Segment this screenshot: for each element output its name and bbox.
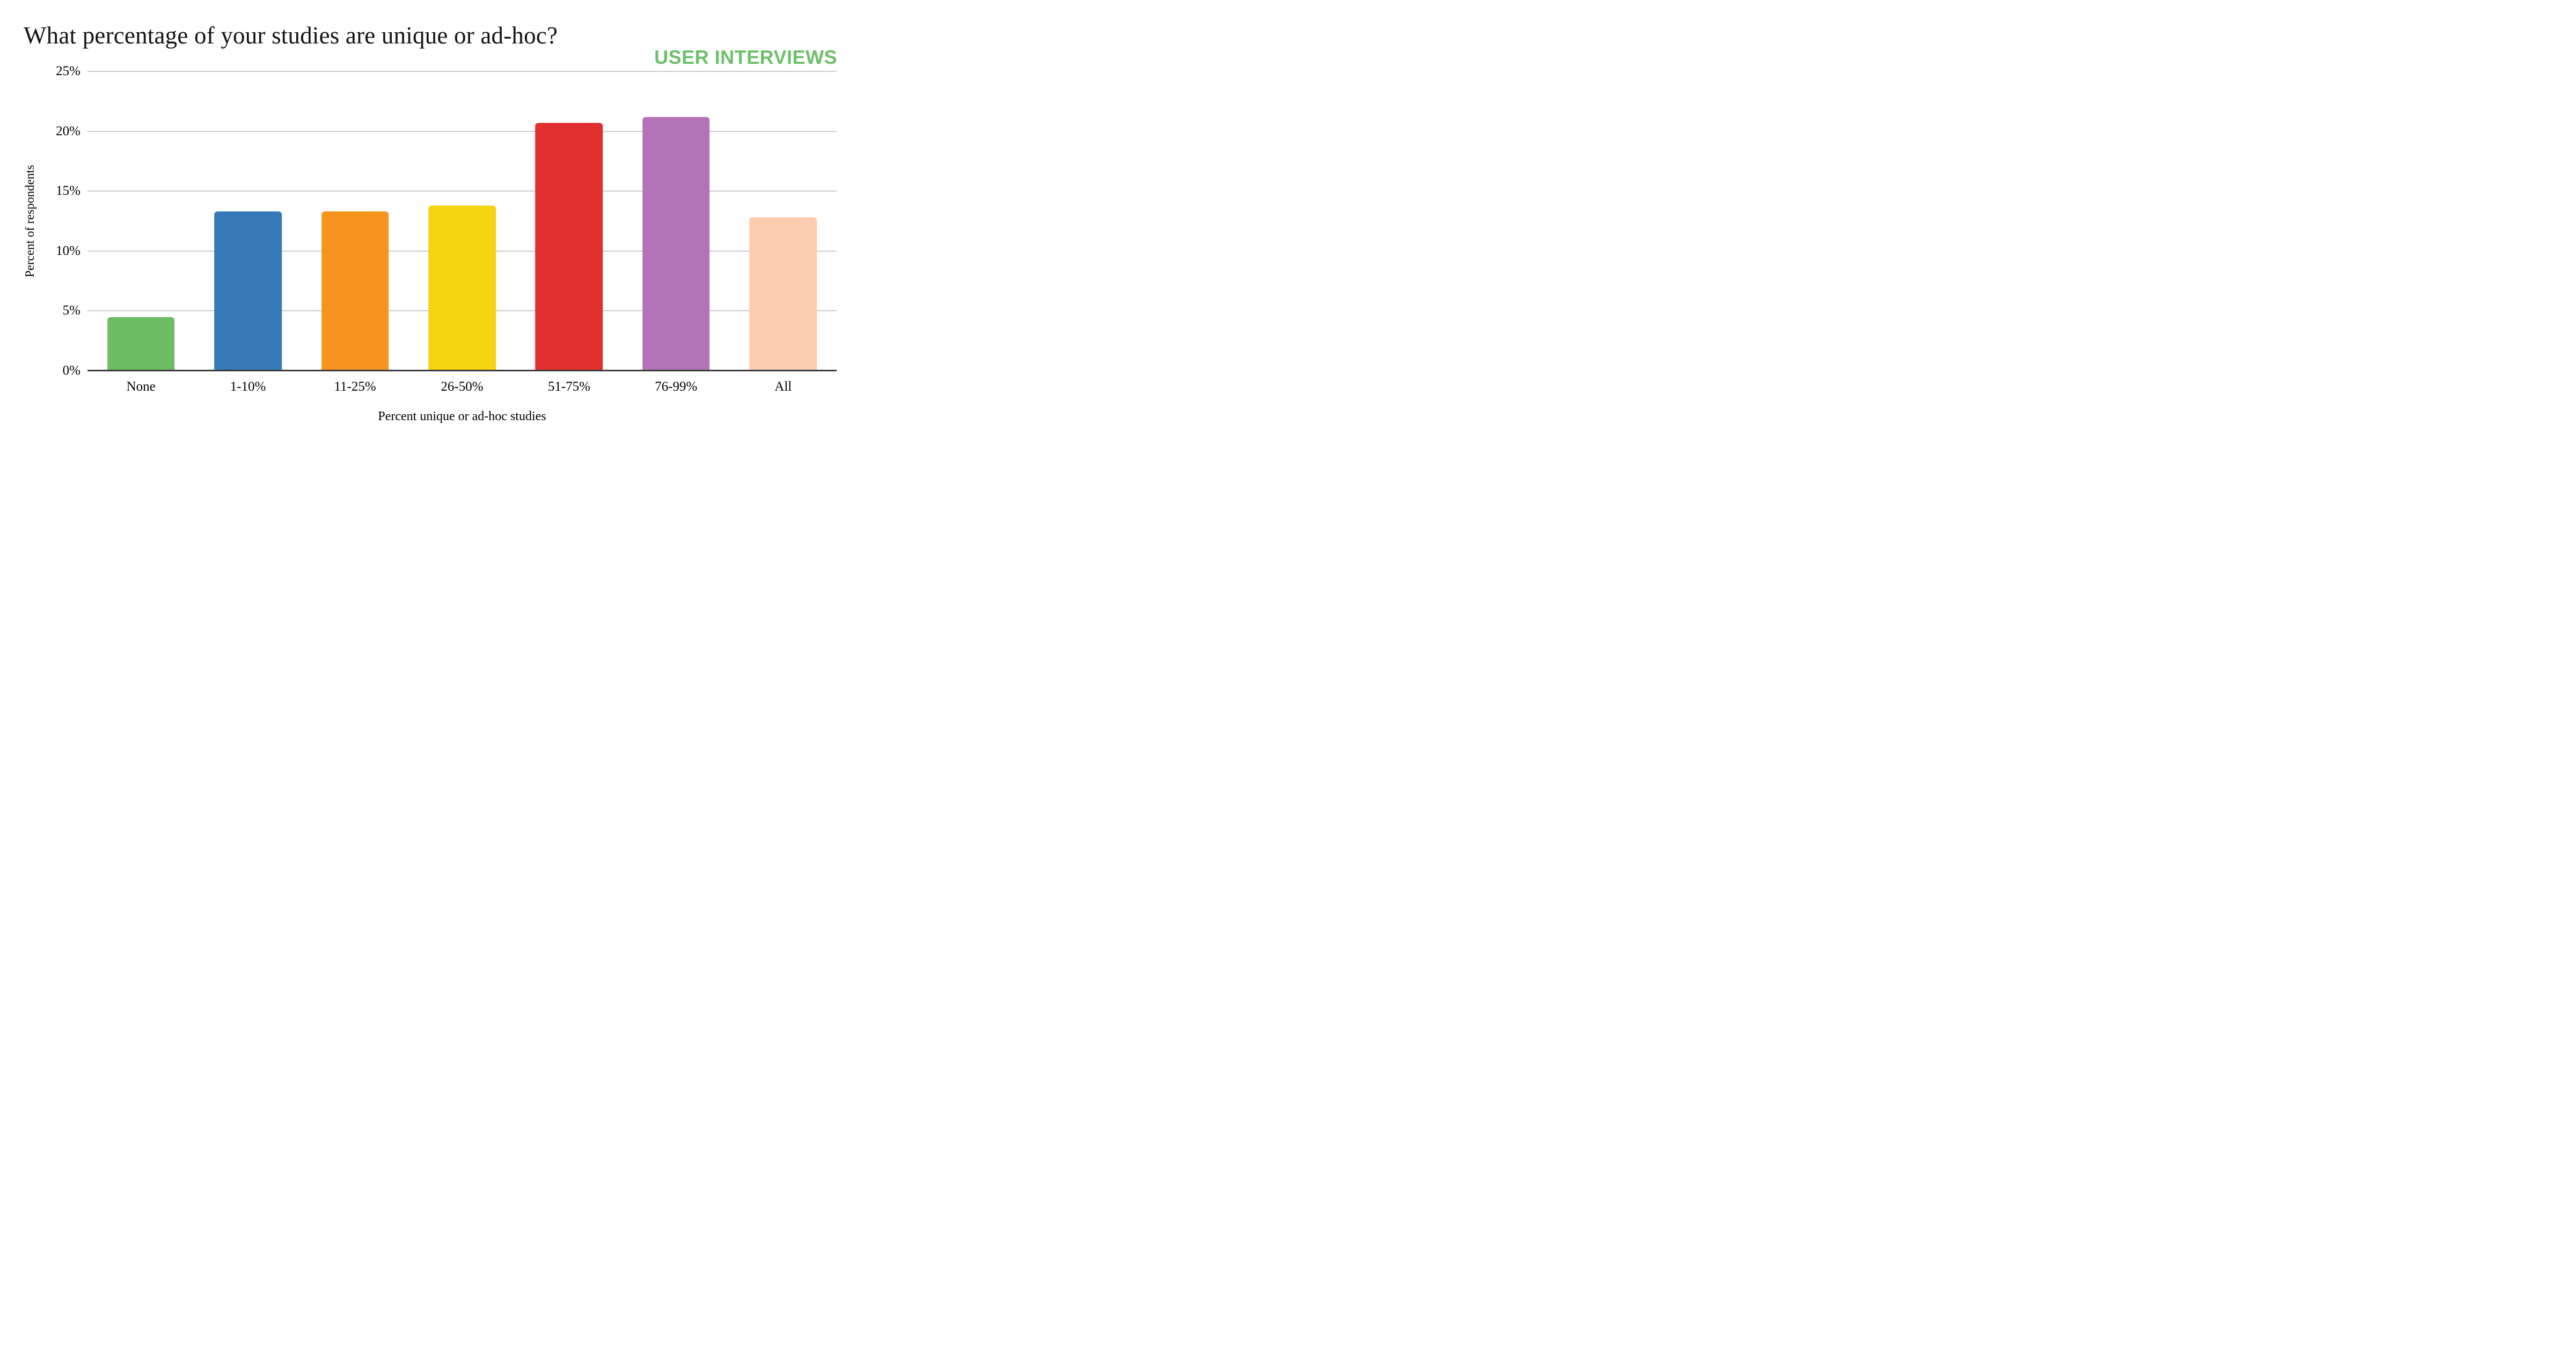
bar-none [107,317,175,371]
x-tick-label-1-10: 1-10% [230,379,266,394]
x-tick-label-11-25: 11-25% [334,379,376,394]
gridline-20 [87,130,837,132]
x-tick-label-76-99: 76-99% [655,379,698,394]
bar-slot-1-10: 1-10% [194,71,301,394]
y-tick-label-20: 20% [56,123,80,138]
bar-1-10 [214,211,282,371]
bar-51-75 [535,122,603,371]
x-tick-label-none: None [126,379,156,394]
y-tick-label-5: 5% [62,303,80,318]
bar-76-99 [642,116,710,371]
bars-container: None 1-10% 11-25% 26-50% 51-75% 76-99% All [87,71,837,394]
bar-slot-none: None [87,71,194,394]
bar-slot-11-25: 11-25% [302,71,408,394]
bar-11-25 [321,211,389,371]
y-tick-labels: 0% 5% 10% 15% 20% 25% [0,64,80,377]
chart-canvas: What percentage of your studies are uniq… [0,0,859,449]
gridline-25 [87,71,837,72]
plot-area: None 1-10% 11-25% 26-50% 51-75% 76-99% All [87,71,837,394]
brand-logo-user-interviews: USER INTERVIEWS [654,46,837,68]
bar-slot-26-50: 26-50% [408,71,515,394]
bar-slot-51-75: 51-75% [516,71,623,394]
y-tick-label-15: 15% [56,184,80,199]
bar-all [749,217,817,371]
x-axis-baseline [87,370,837,371]
gridline-15 [87,191,837,192]
y-tick-label-25: 25% [56,64,80,78]
bar-slot-76-99: 76-99% [623,71,729,394]
bar-26-50 [428,205,496,371]
chart-title: What percentage of your studies are uniq… [24,22,558,49]
y-tick-label-10: 10% [56,243,80,258]
bar-slot-all: All [730,71,837,394]
x-tick-label-51-75: 51-75% [547,379,590,394]
x-axis-title: Percent unique or ad-hoc studies [378,409,546,423]
x-tick-label-all: All [774,379,792,394]
y-tick-label-0: 0% [62,363,80,378]
x-tick-label-26-50: 26-50% [441,379,484,394]
